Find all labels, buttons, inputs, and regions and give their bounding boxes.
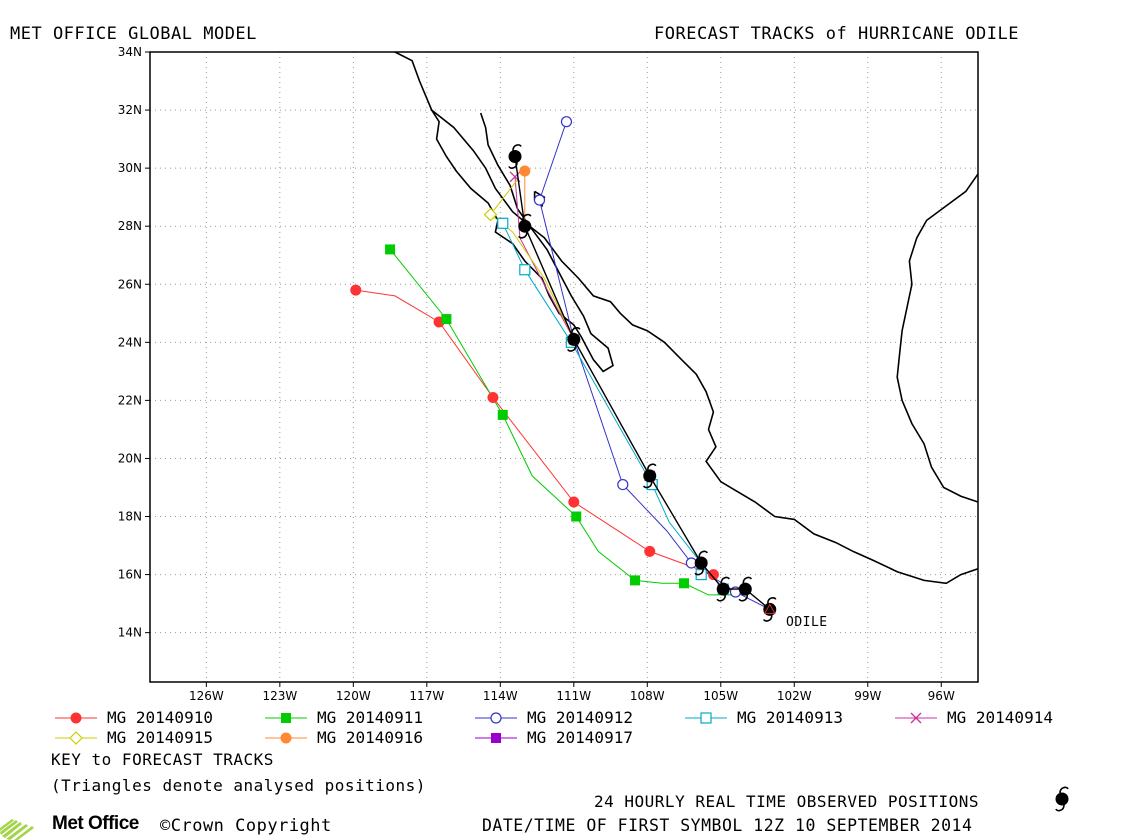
met-office-logo-text: Met Office [52, 813, 139, 834]
met-office-logo-icon [0, 819, 34, 840]
track-marker [707, 569, 719, 581]
lon-label: 123W [262, 689, 297, 703]
hurricane-symbol-icon [738, 576, 753, 602]
track-marker [509, 171, 521, 183]
legend-symbols [55, 712, 937, 745]
lat-label: 32N [118, 103, 142, 117]
legend-marker [910, 712, 922, 724]
legend-marker [69, 731, 83, 745]
track-marker [560, 116, 573, 128]
lat-label: 34N [118, 45, 142, 59]
track-marker [519, 264, 531, 276]
lon-label: 102W [777, 689, 812, 703]
lon-label: 117W [409, 689, 444, 703]
chart-title: FORECAST TRACKS of HURRICANE ODILE [654, 24, 1019, 44]
hurricane-symbol-icon [518, 213, 532, 239]
coastline [394, 51, 979, 585]
legend-item-label: MG 20140910 [107, 708, 213, 727]
legend-marker [490, 712, 502, 724]
hurricane-symbol-icon [716, 576, 730, 602]
lat-label: 18N [118, 510, 142, 524]
track-marker [487, 391, 499, 403]
lon-label: 114W [483, 689, 518, 703]
map-frame [149, 51, 979, 683]
track-marker [385, 244, 396, 255]
track-marker [533, 194, 546, 206]
lat-label: 26N [118, 277, 142, 291]
track-line-4 [514, 176, 651, 477]
legend-marker [70, 712, 82, 724]
storm-label: ODILE [786, 615, 828, 630]
map-grid [145, 51, 978, 687]
lon-label: 99W [854, 689, 881, 703]
key-note: (Triangles denote analysed positions) [51, 776, 426, 795]
legend-marker [281, 713, 291, 723]
key-title: KEY to FORECAST TRACKS [51, 750, 274, 769]
track-line-1 [389, 249, 736, 596]
coastline-baja [431, 109, 614, 373]
track-marker [497, 217, 509, 229]
analysed-position-triangle [763, 603, 776, 614]
track-line-3 [502, 223, 724, 590]
track-marker [568, 496, 580, 508]
lon-label: 105W [703, 689, 738, 703]
lat-label: 22N [118, 393, 142, 407]
observed-positions-label: 24 HOURLY REAL TIME OBSERVED POSITIONS [594, 792, 980, 811]
legend-item-label: MG 20140911 [317, 708, 423, 727]
track-marker [630, 575, 641, 586]
track-marker [350, 284, 362, 296]
legend-item-label: MG 20140912 [527, 708, 633, 727]
lat-label: 16N [118, 568, 142, 582]
track-marker [483, 207, 498, 222]
track-marker [519, 165, 531, 177]
hurricane-symbol-icon [694, 550, 708, 576]
legend-item-label: MG 20140915 [107, 728, 213, 747]
lon-label: 120W [336, 689, 371, 703]
coastline-gulf [896, 173, 979, 503]
hurricane-key-icon [1055, 786, 1069, 812]
lat-label: 20N [118, 451, 142, 465]
hurricane-symbol-icon [763, 596, 777, 622]
hurricane-symbol-icon [642, 463, 657, 489]
coastline-mainland [394, 51, 979, 585]
track-line-5 [489, 179, 575, 340]
track-line-2 [538, 121, 771, 610]
copyright: ©Crown Copyright [160, 816, 332, 836]
longitude-labels: 126W 123W 120W 117W 114W 111W 108W 105W 102W 99W 9… [189, 689, 955, 703]
hurricane-symbol-icon [567, 326, 581, 352]
lat-label: 14N [118, 626, 142, 640]
lat-label: 24N [118, 335, 142, 349]
model-title: MET OFFICE GLOBAL MODEL [10, 24, 257, 44]
observed-symbol-key [1055, 786, 1069, 812]
lon-label: 111W [556, 689, 591, 703]
legend-marker [280, 732, 292, 744]
observed-track-line [514, 156, 771, 610]
track-line-0 [355, 289, 714, 576]
track-marker [441, 314, 452, 325]
hurricane-symbol-icon [508, 144, 522, 169]
track-marker [679, 578, 690, 589]
track-marker [644, 545, 656, 557]
lon-label: 108W [630, 689, 665, 703]
legend-item-label: MG 20140917 [527, 728, 633, 747]
legend-item-label: MG 20140914 [947, 708, 1053, 727]
legend-marker [491, 733, 501, 743]
forecast-tracks [350, 116, 771, 610]
lon-label: 96W [928, 689, 955, 703]
legend-item-label: MG 20140913 [737, 708, 843, 727]
lon-label: 126W [189, 689, 224, 703]
legend-marker [700, 712, 712, 724]
latitude-labels: 34N 32N 30N 28N 26N 24N 22N 20N 18N 16N 14N [118, 45, 142, 640]
first-symbol-date: DATE/TIME OF FIRST SYMBOL 12Z 10 SEPTEMB… [482, 816, 973, 835]
track-marker [571, 511, 582, 522]
track-marker [497, 409, 508, 420]
legend-item-label: MG 20140916 [317, 728, 423, 747]
observed-positions [508, 144, 777, 622]
lat-label: 28N [118, 219, 142, 233]
track-marker [617, 478, 629, 491]
lat-label: 30N [118, 161, 142, 175]
